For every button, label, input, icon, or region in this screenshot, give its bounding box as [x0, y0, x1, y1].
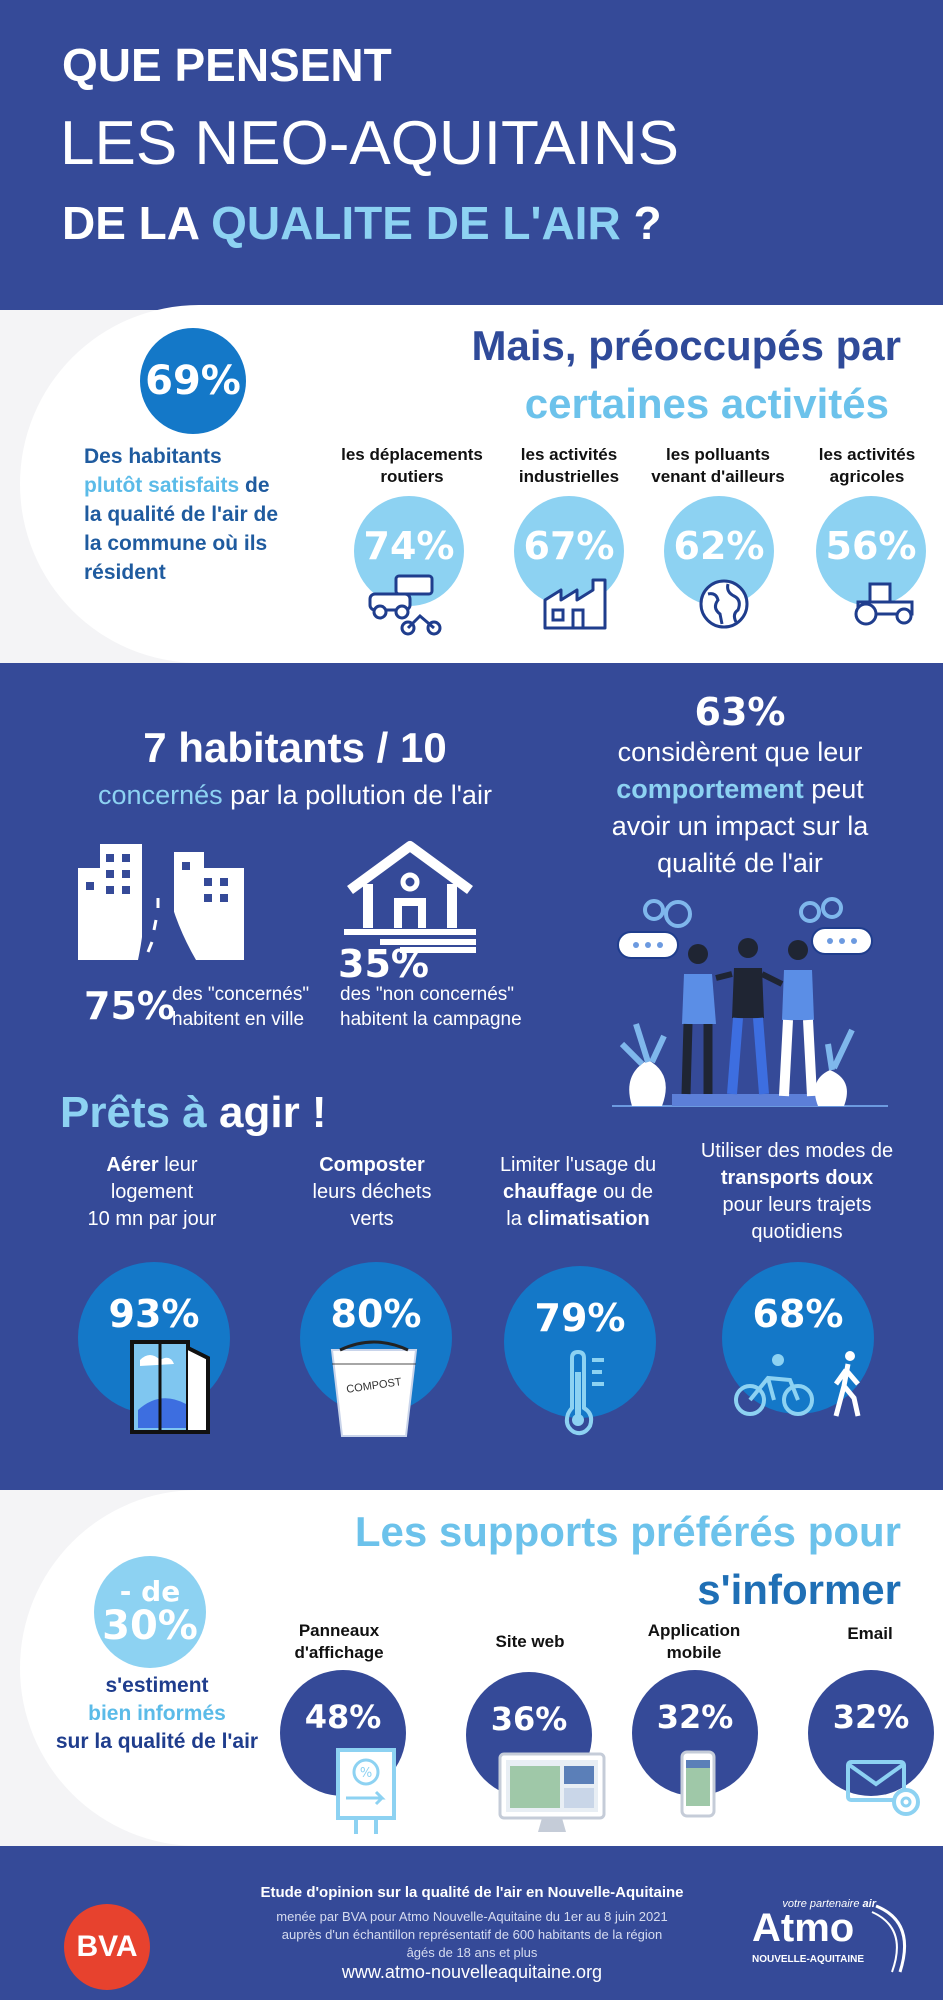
footer-methodology: menée par BVA pour Atmo Nouvelle-Aquitai… — [276, 1909, 668, 1960]
factory-icon — [543, 578, 607, 630]
ready-text-compost: Composter leurs déchets verts — [312, 1154, 432, 1230]
supports-title-b: s'informer — [697, 1566, 901, 1613]
satisfaction-text: Des habitants plutôt satisfaits de la qu… — [84, 445, 279, 584]
country-text: des "non concernés" habitent la campagne — [340, 984, 522, 1030]
compost-bin-icon — [330, 1340, 418, 1437]
bva-logo: BVA — [64, 1904, 150, 1990]
header-line1: QUE PENSENT — [62, 39, 392, 91]
concerned-title: 7 habitants / 10 — [143, 724, 447, 771]
support-label-web: Site web — [495, 1632, 565, 1651]
atmo-tagline: votre partenaire air — [782, 1898, 876, 1910]
phone-icon — [680, 1750, 716, 1818]
support-label-billboard: Panneaux d'affichage — [294, 1621, 384, 1662]
atmo-region: NOUVELLE-AQUITAINE — [752, 1954, 865, 1965]
city-icon — [78, 844, 244, 960]
atmo-swirl-icon — [871, 1904, 907, 1973]
atmo-wordmark: Atmo — [752, 1906, 855, 1950]
satisfaction-circle: 69% — [140, 328, 246, 434]
people-discussion-icon — [612, 897, 888, 1107]
concern-label-roads: les déplacements routiers — [341, 445, 483, 486]
city-text: des "concernés" habitent en ville — [172, 984, 310, 1030]
window-icon — [130, 1340, 210, 1434]
concern-circle-agri: 56% — [816, 496, 926, 606]
bike-walk-icon — [734, 1351, 861, 1417]
globe-icon — [699, 579, 749, 629]
country-percent: 35% — [338, 942, 429, 986]
ready-text-aerate: Aérer leur logement 10 mn par jour — [87, 1154, 217, 1230]
monitor-icon — [498, 1752, 606, 1832]
support-label-app: Application mobile — [647, 1621, 741, 1662]
supports-panel — [20, 1490, 943, 1846]
email-icon — [846, 1760, 920, 1816]
footer-title: Etude d'opinion sur la qualité de l'air … — [260, 1884, 684, 1901]
thermometer-icon — [564, 1349, 604, 1436]
underinformed-circle: - de 30% — [94, 1556, 206, 1668]
concern-circle-industry: 67% — [514, 496, 624, 606]
support-label-email: Email — [847, 1624, 893, 1643]
concerns-title-a: Mais, préoccupés par — [471, 322, 902, 369]
concern-label-industry: les activités industrielles — [518, 445, 620, 486]
tractor-icon — [854, 582, 914, 626]
support-circle-email: 32% — [808, 1670, 934, 1796]
billboard-icon: % — [336, 1748, 396, 1834]
atmo-logo: votre partenaire air Atmo NOUVELLE-AQUIT… — [752, 1898, 922, 1980]
farmhouse-icon — [344, 841, 476, 953]
concerned-subtitle: concernés par la pollution de l'air — [98, 780, 492, 810]
svg-text:%: % — [360, 1766, 372, 1781]
header-line3: DE LA QUALITE DE L'AIR ? — [62, 197, 662, 249]
ready-text-transport: Utiliser des modes de transports doux po… — [700, 1140, 894, 1243]
header-band — [0, 0, 943, 310]
city-percent: 75% — [84, 984, 175, 1028]
footer-band — [0, 1846, 943, 2000]
behaviour-text: considèrent que leur comportement peut a… — [611, 737, 869, 878]
concern-label-imported: les polluants venant d'ailleurs — [651, 445, 785, 486]
ready-text-heating: Limiter l'usage du chauffage ou de la cl… — [499, 1154, 657, 1230]
concerns-title-b: certaines activités — [524, 380, 889, 427]
header-line2: LES NEO-AQUITAINS — [60, 109, 679, 178]
ready-circle-transport: 68% — [722, 1262, 874, 1414]
supports-title-a: Les supports préférés pour — [354, 1508, 901, 1555]
underinformed-text: s'estiment bien informés sur la qualité … — [55, 1674, 259, 1753]
vehicles-icon — [368, 574, 442, 636]
behaviour-percent: 63% — [694, 690, 786, 734]
concern-label-agri: les activités agricoles — [818, 445, 916, 486]
footer-url[interactable]: www.atmo-nouvelleaquitaine.org — [341, 1962, 603, 1982]
ready-title: Prêts à agir ! — [60, 1088, 327, 1137]
